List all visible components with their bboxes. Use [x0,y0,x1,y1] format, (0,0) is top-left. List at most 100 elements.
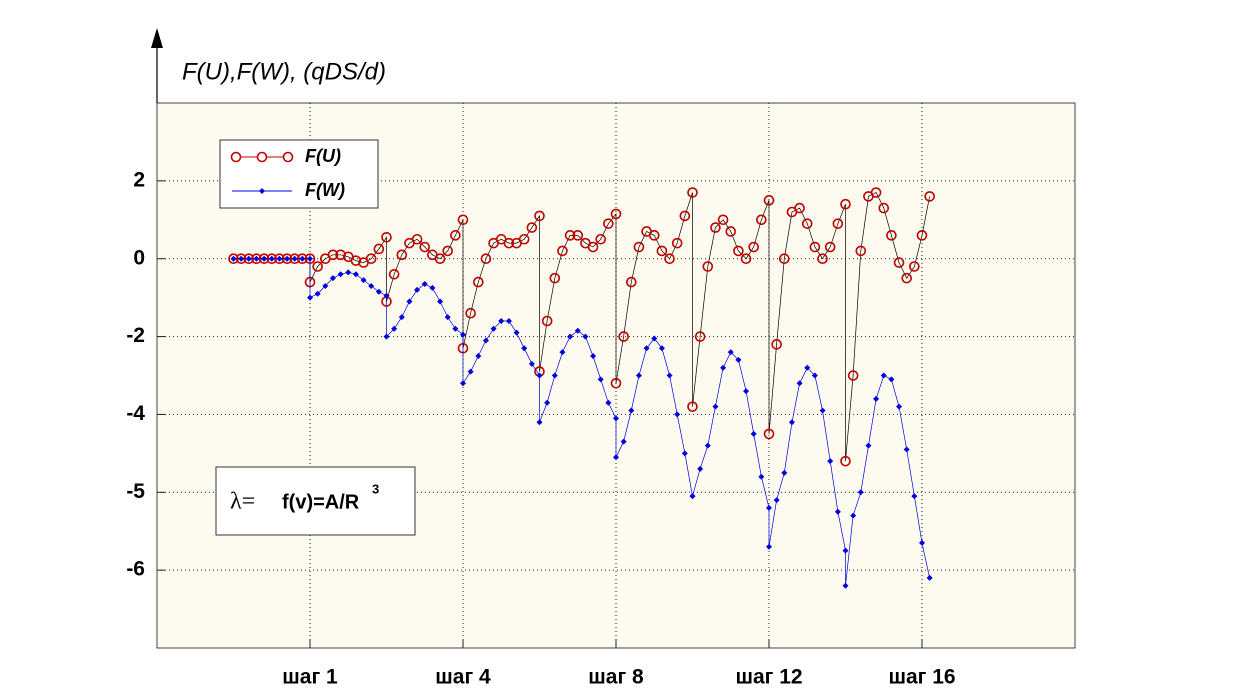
data-point [766,504,772,511]
data-point [857,489,864,496]
data-point [452,325,459,332]
y-axis-label: F(U),F(W), (qDS/d) [182,58,386,85]
data-point [694,331,706,342]
legend-marker [256,151,268,163]
data-point [322,282,329,289]
data-point [788,419,795,426]
data-point [610,208,622,220]
y-tick-label: -6 [126,558,145,581]
data-point [230,255,237,262]
data-point [766,543,772,550]
y-tick-label: -5 [126,480,145,503]
data-point [740,253,752,265]
data-point [307,294,313,301]
data-point [245,255,252,262]
data-point [528,360,535,367]
data-point [312,261,323,272]
data-point [840,455,851,467]
annotation: λ= f(v)=A/R 3 [215,466,416,536]
data-point [658,345,665,352]
data-point [674,411,681,418]
data-point [613,454,619,461]
data-point [832,218,844,229]
data-point [314,290,321,297]
data-point [778,253,790,265]
data-point [643,345,650,352]
data-point [391,325,398,332]
data-point [564,230,576,241]
data-point [307,255,313,262]
data-point [541,315,553,327]
data-point [710,222,721,233]
legend-marker [259,188,265,194]
data-point [434,253,446,265]
data-point [352,271,359,278]
x-tick-label: шаг 4 [435,666,491,689]
annotation-text: f(v)=A/R [282,491,360,513]
data-point [758,473,765,480]
data-point [926,574,933,581]
data-point [383,292,390,299]
data-point [635,372,642,379]
data-point [625,276,637,288]
data-point [819,407,826,414]
data-point [850,512,857,519]
data-point [804,364,811,371]
data-point [457,214,469,226]
data-point [842,547,849,554]
data-point [465,307,476,319]
data-point [771,339,782,350]
data-point [345,269,352,276]
data-point [702,261,714,272]
data-point [671,237,683,249]
data-point [888,376,895,383]
data-point [335,249,346,261]
series [230,255,933,589]
data-point [518,233,530,245]
data-point [720,364,727,371]
data-point [381,232,392,243]
data-point [717,214,729,226]
annotation-lambda: λ= [230,489,255,515]
data-point [544,399,551,406]
data-point [605,399,612,406]
y-tick-label: -4 [126,402,145,425]
data-point [498,318,505,324]
data-point [603,218,614,229]
data-point [648,230,660,241]
data-point [597,376,604,383]
data-point [735,356,742,363]
data-point [901,272,913,284]
data-point [574,327,581,334]
data-point [536,419,543,426]
data-point [880,372,887,379]
data-point [460,380,466,387]
data-point [360,277,367,284]
data-point [704,442,711,449]
x-tick-label: шаг 12 [735,666,802,689]
data-point [327,249,339,261]
legend-marker [230,151,242,163]
data-point [886,230,897,241]
data-point [414,286,421,293]
data-point [697,465,704,472]
data-point [373,243,385,255]
data-point [618,331,629,342]
data-point [383,333,390,340]
data-point [429,284,436,291]
data-point [712,403,719,410]
data-point [656,245,668,257]
data-point [299,255,306,262]
data-point [840,198,851,210]
data-point [817,253,828,265]
data-point [613,415,619,422]
annotation-sup: 3 [372,481,379,496]
data-point [633,241,645,253]
data-point [276,255,283,262]
y-tick-label: 0 [133,246,145,269]
data-point [505,318,512,324]
data-point [733,245,744,257]
legend-marker [282,151,294,163]
data-point [567,333,574,340]
